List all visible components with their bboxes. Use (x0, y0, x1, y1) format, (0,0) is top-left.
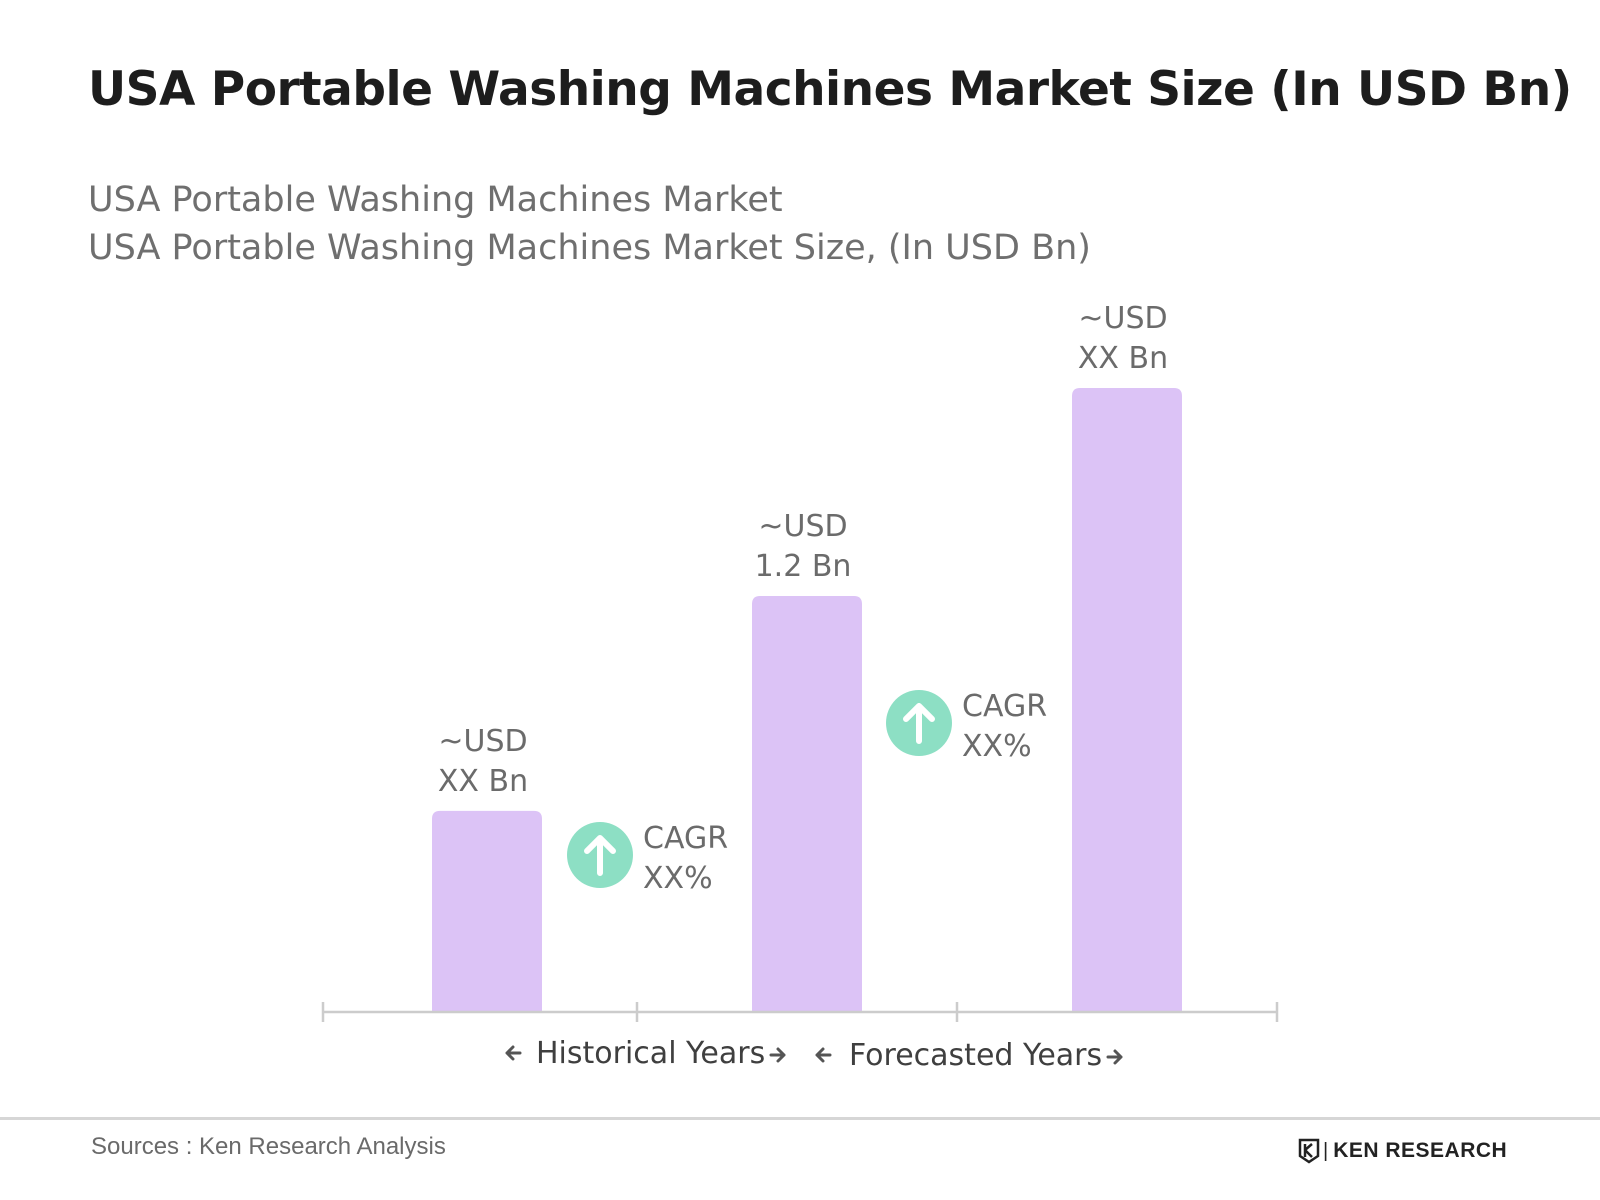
period-labels: Historical Years Forecasted Years (505, 1036, 1123, 1073)
data-labels-group: ~USD XX Bn ~USD 1.2 Bn ~USD XX Bn (438, 301, 1168, 799)
bar (432, 810, 542, 1012)
cagr-label: CAGR (962, 689, 1047, 724)
cagr-label: CAGR (643, 821, 728, 856)
period-label-historical: Historical Years (536, 1036, 765, 1071)
chart-subtitle: USA Portable Washing Machines Market USA… (88, 176, 1091, 272)
data-label: 1.2 Bn (755, 549, 852, 584)
bars-group (432, 388, 1182, 1012)
period-label-forecasted: Forecasted Years (849, 1038, 1102, 1073)
subtitle-line-2: USA Portable Washing Machines Market Siz… (88, 228, 1091, 268)
arrow-right-icon (1106, 1049, 1123, 1065)
x-axis (321, 1002, 1279, 1022)
data-label: ~USD (438, 724, 527, 759)
chart-title: USA Portable Washing Machines Market Siz… (88, 62, 1572, 117)
cagr-label: XX% (643, 861, 713, 896)
arrow-up-icon (584, 835, 616, 876)
arrow-up-icon (903, 703, 935, 744)
cagr-annotations-group: CAGR XX% CAGR XX% (567, 689, 1047, 896)
arrow-left-icon (505, 1045, 522, 1061)
arrow-right-icon (769, 1047, 786, 1063)
subtitle-line-1: USA Portable Washing Machines Market (88, 180, 783, 220)
bar (1072, 388, 1182, 1012)
ken-research-logo-icon (1298, 1138, 1320, 1164)
arrow-left-icon (815, 1047, 832, 1063)
logo-text: KEN RESEARCH (1333, 1139, 1508, 1162)
data-label: ~USD (758, 509, 847, 544)
cagr-label: XX% (962, 729, 1032, 764)
footer-divider (0, 1117, 1600, 1120)
data-label: XX Bn (1078, 341, 1168, 376)
ken-research-logo: | KEN RESEARCH (1298, 1136, 1507, 1166)
data-label: XX Bn (438, 764, 528, 799)
source-note: Sources : Ken Research Analysis (91, 1133, 446, 1160)
bar (752, 596, 862, 1012)
data-label: ~USD (1078, 301, 1167, 336)
